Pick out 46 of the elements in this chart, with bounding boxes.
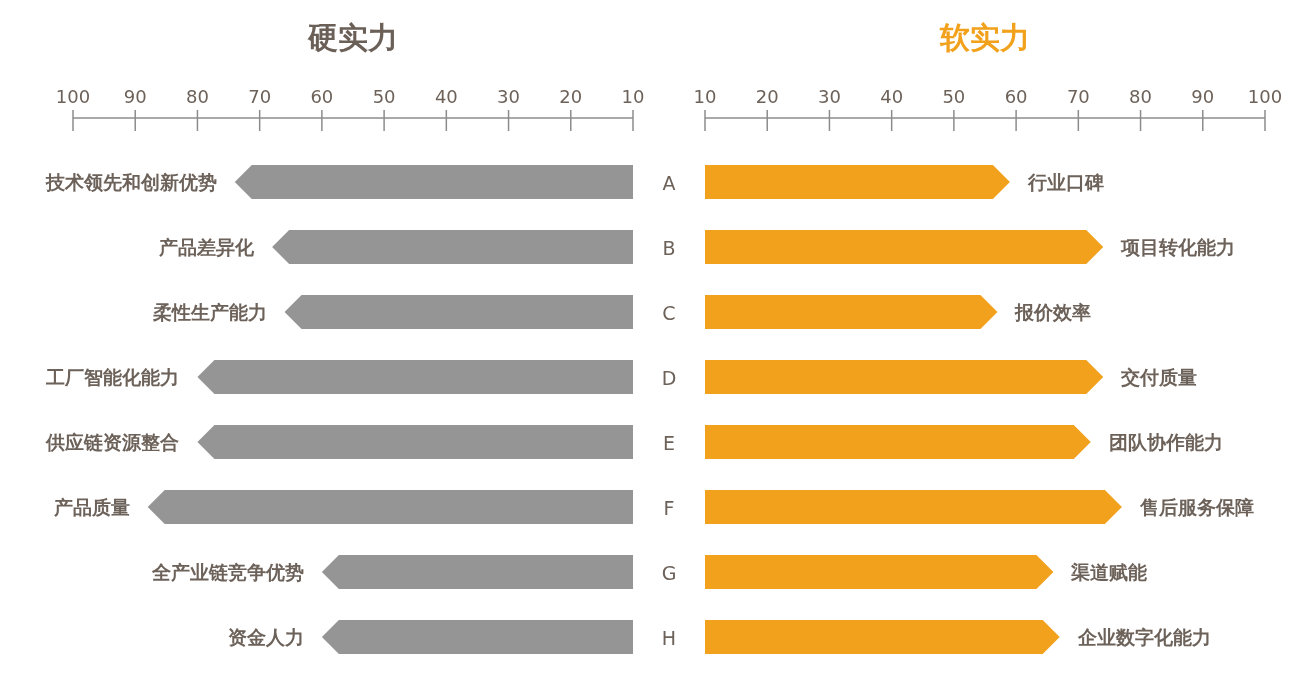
x-tick-label: 10 bbox=[693, 86, 717, 107]
chart-title: 硬实力 bbox=[307, 20, 398, 55]
y-tick-label: 产品质量 bbox=[52, 496, 130, 518]
text: B bbox=[662, 237, 676, 259]
x-tick-label: 10 bbox=[621, 86, 645, 107]
x-tick-label: 20 bbox=[559, 86, 583, 107]
y-tick-label: 报价效率 bbox=[1014, 301, 1092, 323]
x-tick-label: 50 bbox=[942, 86, 966, 107]
text: G bbox=[661, 562, 677, 584]
x-tick-label: 60 bbox=[1004, 86, 1028, 107]
y-tick-label: 企业数字化能力 bbox=[1076, 626, 1211, 648]
x-tick-label: 40 bbox=[880, 86, 904, 107]
y-tick-label: 工厂智能化能力 bbox=[45, 366, 180, 388]
x-tick-label: 70 bbox=[1066, 86, 1090, 107]
y-tick-label: 资金人力 bbox=[227, 626, 304, 648]
x-tick-label: 100 bbox=[55, 86, 91, 107]
y-tick-label: 交付质量 bbox=[1120, 366, 1198, 388]
text: C bbox=[662, 302, 676, 324]
x-tick-label: 90 bbox=[123, 86, 147, 107]
y-tick-label: 行业口碑 bbox=[1026, 171, 1104, 193]
y-tick-label: 产品差异化 bbox=[158, 236, 256, 258]
x-tick-label: 30 bbox=[497, 86, 521, 107]
text: A bbox=[662, 172, 676, 194]
x-tick-label: 40 bbox=[434, 86, 458, 107]
x-tick-label: 90 bbox=[1191, 86, 1215, 107]
x-tick-label: 100 bbox=[1247, 86, 1283, 107]
y-tick-label: 供应链资源整合 bbox=[45, 431, 180, 453]
text: F bbox=[663, 497, 675, 519]
x-tick-label: 60 bbox=[310, 86, 334, 107]
text: H bbox=[661, 627, 677, 649]
x-tick-label: 80 bbox=[185, 86, 209, 107]
y-tick-label: 柔性生产能力 bbox=[151, 301, 267, 323]
text: E bbox=[662, 432, 676, 454]
y-tick-label: 全产业链竞争优势 bbox=[150, 561, 304, 583]
x-tick-label: 20 bbox=[755, 86, 779, 107]
text: D bbox=[661, 367, 677, 389]
x-tick-label: 80 bbox=[1129, 86, 1153, 107]
x-tick-label: 30 bbox=[817, 86, 841, 107]
y-tick-label: 技术领先和创新优势 bbox=[44, 171, 217, 193]
y-tick-label: 项目转化能力 bbox=[1120, 236, 1236, 258]
x-tick-label: 50 bbox=[372, 86, 396, 107]
y-tick-label: 渠道赋能 bbox=[1070, 561, 1148, 583]
y-tick-label: 售后服务保障 bbox=[1138, 496, 1254, 518]
y-tick-label: 团队协作能力 bbox=[1108, 431, 1223, 453]
chart-title: 软实力 bbox=[939, 20, 1030, 55]
x-tick-label: 70 bbox=[248, 86, 272, 107]
